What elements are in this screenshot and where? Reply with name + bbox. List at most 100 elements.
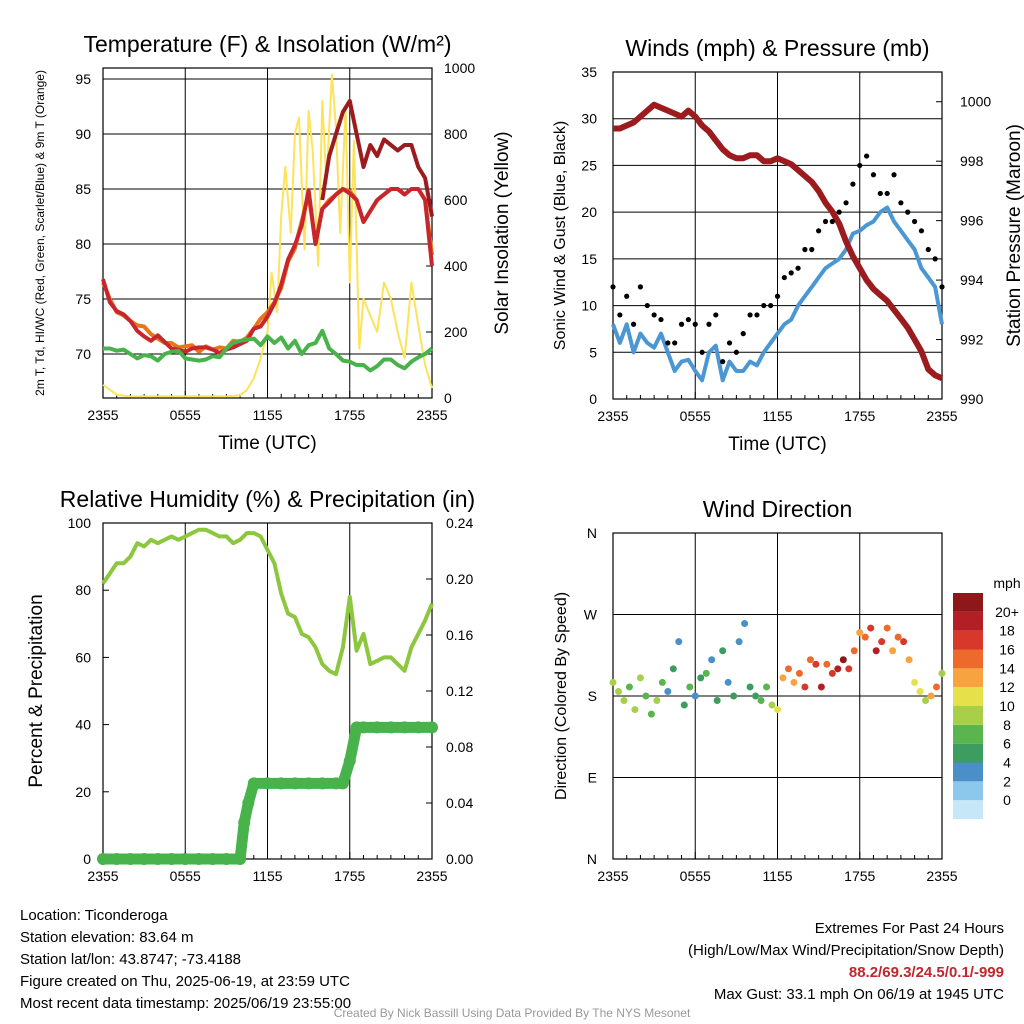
recent-text: Most recent data timestamp: 2025/06/19 2… — [20, 995, 352, 1012]
y-tick-label: 25 — [581, 157, 597, 173]
legend-swatch — [953, 611, 983, 631]
direction-point — [675, 638, 683, 646]
direction-point — [916, 687, 924, 695]
y2-tick-label: 1000 — [444, 60, 475, 76]
direction-point — [900, 638, 908, 646]
legend-label: 4 — [1003, 755, 1011, 771]
legend-label: 10 — [999, 698, 1015, 714]
direction-point — [878, 638, 886, 646]
legend-title: mph — [993, 575, 1020, 591]
precip-point — [288, 777, 301, 790]
y-tick-label: 20 — [75, 784, 91, 800]
direction-point — [763, 683, 771, 691]
elevation-text: Station elevation: 83.64 m — [20, 929, 194, 946]
gust-point — [720, 359, 726, 365]
direction-point — [828, 669, 836, 677]
x-tick-label: 1155 — [252, 868, 282, 884]
precip-point — [192, 853, 205, 865]
y2-axis-label-2: Station Pressure (Maroon) — [1004, 124, 1024, 347]
gust-point — [733, 349, 739, 355]
legend-swatch — [953, 762, 983, 782]
gust-point — [802, 246, 808, 253]
x-tick-label: 0555 — [170, 868, 201, 884]
direction-point — [933, 683, 941, 691]
gust-point — [658, 316, 664, 323]
y2-tick-label: 994 — [960, 272, 984, 288]
y-tick-label: 0 — [589, 391, 597, 407]
legend-swatch — [953, 630, 983, 650]
y-tick-label: 70 — [75, 346, 91, 362]
direction-point — [894, 633, 902, 641]
gust-point — [651, 312, 657, 318]
gust-point — [774, 293, 781, 299]
direction-point — [686, 683, 694, 691]
direction-point — [850, 647, 858, 655]
x-tick-label: 1755 — [334, 868, 365, 884]
y2-tick-label: 0.08 — [446, 739, 473, 755]
y-tick-label: 20 — [581, 204, 597, 220]
y2-tick-label: 0 — [444, 390, 452, 406]
y-tick-label: W — [584, 607, 598, 623]
gust-point — [884, 190, 890, 197]
y2-tick-label: 0.12 — [446, 683, 473, 699]
y2-tick-label: 0.20 — [446, 571, 473, 587]
y2-tick-label: 0.24 — [446, 515, 473, 531]
x-tick-label: 1755 — [844, 868, 875, 884]
y-tick-label: 95 — [75, 71, 91, 87]
extremes-values: 88.2/69.3/24.5/0.1/-999 — [848, 964, 1004, 981]
y-tick-label: 75 — [75, 291, 91, 307]
gust-point — [925, 246, 931, 253]
y2-tick-label: 990 — [960, 391, 984, 407]
direction-point — [647, 710, 655, 718]
direction-point — [779, 674, 787, 682]
direction-point — [691, 692, 699, 700]
gust-point — [870, 172, 877, 178]
direction-point — [856, 629, 864, 637]
direction-point — [872, 647, 880, 655]
gust-point — [905, 209, 911, 215]
y-axis-label-2: Sonic Wind & Gust (Blue, Black) — [552, 121, 569, 350]
direction-point — [927, 692, 935, 700]
y-tick-label: N — [587, 851, 597, 867]
direction-point — [768, 701, 776, 709]
gust-point — [624, 293, 630, 299]
legend-swatch — [953, 668, 983, 688]
latlon-text: Station lat/lon: 43.8747; -73.4188 — [20, 951, 242, 968]
precip-point — [261, 777, 274, 790]
extremes-info: Extremes For Past 24 Hours (High/Low/Max… — [688, 918, 1004, 1006]
gust-point — [761, 302, 767, 309]
y2-axis-label-1: Solar Insolation (Yellow) — [492, 131, 513, 334]
precip-point — [124, 853, 137, 865]
extremes-title: Extremes For Past 24 Hours — [814, 920, 1004, 937]
precip-point — [165, 853, 178, 865]
direction-point — [784, 665, 792, 673]
y2-tick-label: 0.00 — [446, 851, 473, 867]
chart-title-3: Relative Humidity (%) & Precipitation (i… — [60, 486, 475, 512]
gust-point — [754, 312, 760, 318]
y-tick-label: 60 — [75, 649, 91, 665]
legend-swatch — [953, 649, 983, 669]
legend-label: 18 — [999, 623, 1015, 639]
gust-point — [891, 172, 897, 178]
y2-tick-label: 200 — [444, 324, 468, 340]
y2-tick-label: 996 — [960, 213, 984, 229]
x-tick-label: 1755 — [844, 408, 875, 424]
gust-point — [836, 209, 842, 215]
gust-point — [672, 340, 678, 346]
direction-point — [839, 656, 847, 664]
x-tick-label: 1755 — [334, 407, 365, 423]
direction-point — [861, 633, 869, 641]
legend-label: 20+ — [995, 604, 1019, 620]
direction-point — [883, 624, 891, 632]
y2-tick-label: 600 — [444, 192, 468, 208]
legend-swatch — [953, 706, 983, 725]
max-gust-text: Max Gust: 33.1 mph On 06/19 at 1945 UTC — [713, 986, 1004, 1003]
direction-point — [834, 665, 842, 673]
x-tick-label: 1155 — [252, 407, 282, 423]
legend-swatch — [953, 593, 983, 612]
precip-point — [357, 721, 370, 734]
x-tick-label: 2355 — [926, 408, 957, 424]
gust-point — [692, 321, 698, 327]
location-text: Location: Ticonderoga — [20, 907, 168, 924]
